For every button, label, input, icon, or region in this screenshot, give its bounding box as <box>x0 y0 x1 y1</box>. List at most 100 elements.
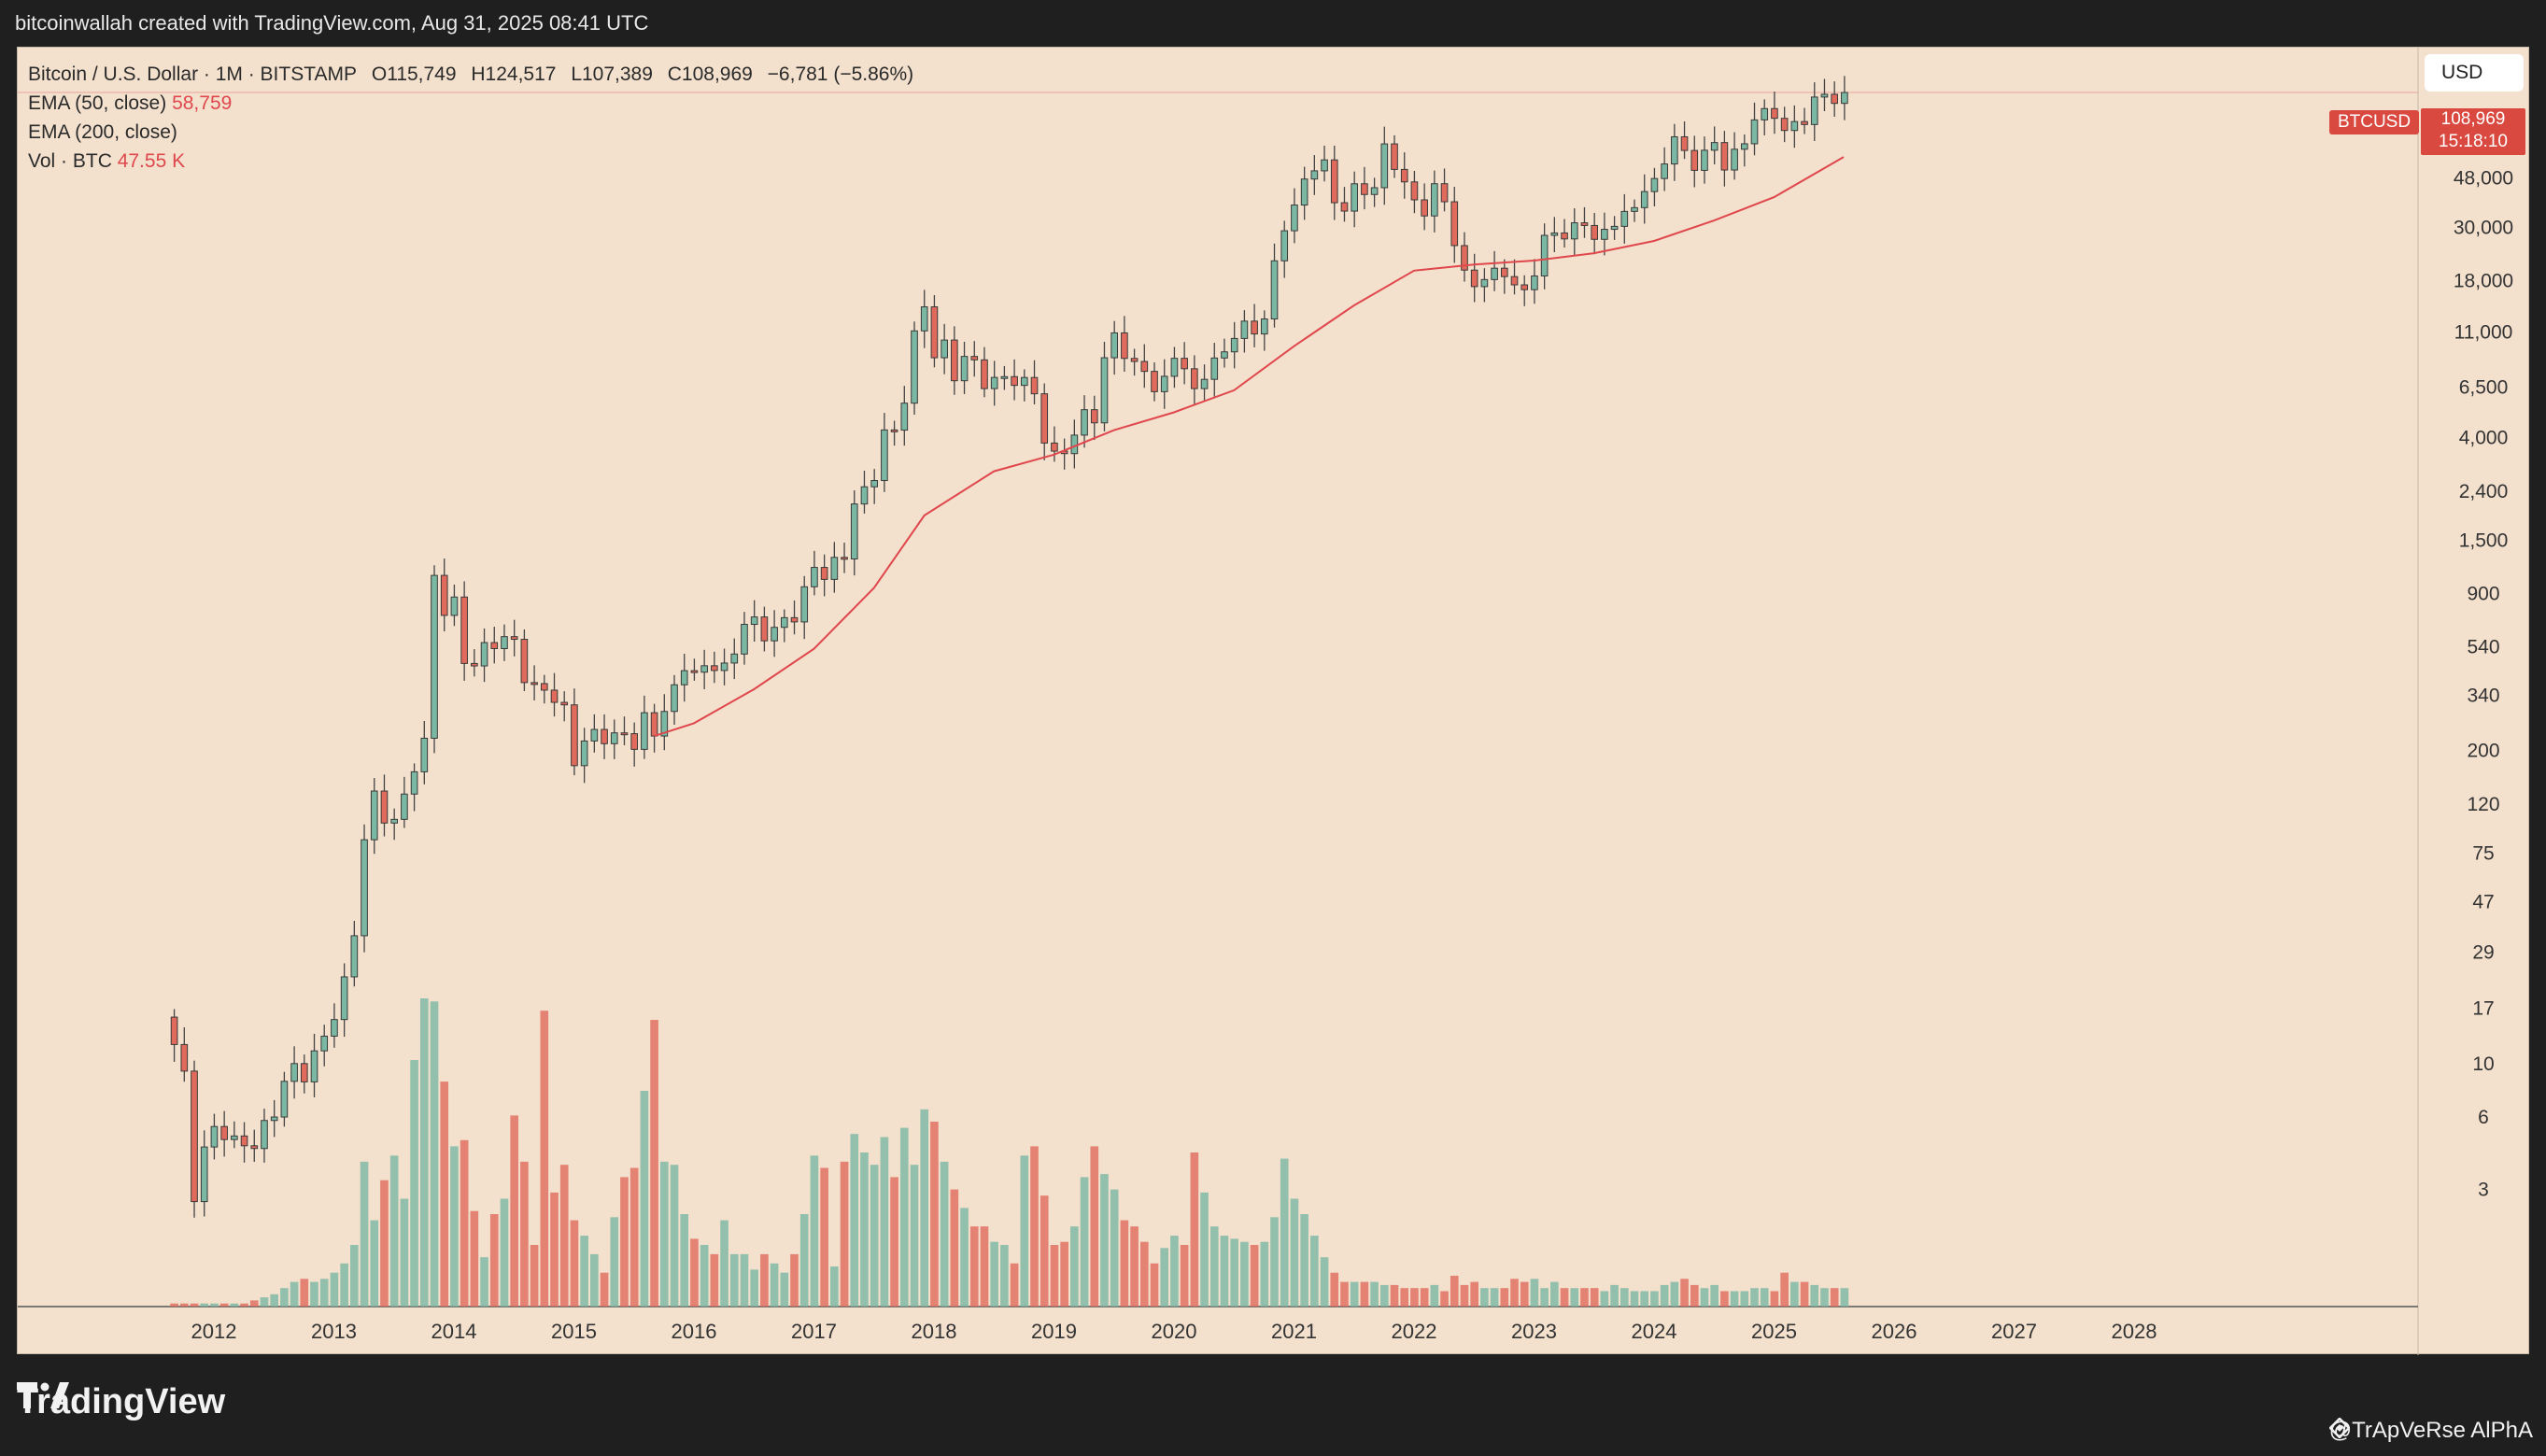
volume-bar-153 <box>1700 1288 1709 1307</box>
volume-bar-31 <box>480 1257 488 1307</box>
volume-bar-37 <box>540 1011 549 1307</box>
candle-body-17 <box>340 976 348 1021</box>
candle-body-94 <box>1110 332 1118 359</box>
volume-bar-60 <box>770 1263 779 1307</box>
volume-bar-150 <box>1670 1281 1679 1307</box>
candle-body-149 <box>1661 163 1668 179</box>
currency-button[interactable]: USD <box>2425 54 2524 92</box>
candle-body-58 <box>750 616 758 626</box>
candle-body-73 <box>900 403 909 431</box>
high-value: H124,517 <box>471 64 557 85</box>
volume-bar-76 <box>930 1122 939 1307</box>
volume-bar-65 <box>820 1167 828 1307</box>
y-tick-label-14: 75 <box>2472 842 2494 864</box>
candle-body-122 <box>1391 143 1398 170</box>
candle-body-32 <box>490 642 499 649</box>
volume-bar-136 <box>1530 1279 1539 1307</box>
volume-bar-48 <box>650 1020 658 1307</box>
candle-body-127 <box>1440 183 1449 203</box>
volume-bar-34 <box>510 1115 518 1307</box>
candle-body-112 <box>1291 205 1298 232</box>
candle-body-114 <box>1310 170 1319 180</box>
volume-bar-157 <box>1740 1291 1749 1307</box>
price-chart[interactable]: 130,00048,00030,00018,00011,0006,5004,00… <box>18 48 2530 1355</box>
volume-bar-36 <box>530 1245 539 1307</box>
volume-bar-98 <box>1150 1263 1159 1307</box>
volume-bar-122 <box>1390 1284 1399 1307</box>
volume-bar-14 <box>310 1281 318 1307</box>
volume-bar-88 <box>1050 1245 1059 1307</box>
x-tick-label-15: 2027 <box>1991 1320 2037 1343</box>
volume-row[interactable]: Vol · BTC 47.55 K <box>28 147 923 176</box>
candle-body-116 <box>1330 159 1338 204</box>
candle-body-148 <box>1650 177 1659 192</box>
x-tick-label-14: 2026 <box>1872 1320 1917 1343</box>
volume-bar-64 <box>810 1155 819 1307</box>
ema50-label: EMA (50, close) <box>28 92 167 114</box>
ema200-row[interactable]: EMA (200, close) <box>28 118 923 147</box>
candle-body-133 <box>1500 267 1508 277</box>
candle-body-101 <box>1181 358 1188 370</box>
candle-body-107 <box>1240 320 1249 339</box>
chart-legend: Bitcoin / U.S. Dollar · 1M · BITSTAMP O1… <box>28 60 923 176</box>
candle-body-130 <box>1470 269 1478 288</box>
volume-bar-67 <box>840 1161 849 1307</box>
candle-body-90 <box>1070 434 1079 455</box>
volume-bar-90 <box>1070 1226 1079 1307</box>
volume-bar-72 <box>890 1177 898 1307</box>
volume-bar-100 <box>1170 1236 1179 1307</box>
candle-body-57 <box>741 624 748 655</box>
candle-body-165 <box>1820 93 1829 98</box>
volume-bar-26 <box>430 1001 439 1307</box>
volume-bar-5 <box>219 1303 229 1307</box>
y-tick-label-1: 48,000 <box>2454 168 2513 190</box>
volume-bar-132 <box>1490 1288 1499 1307</box>
volume-bar-126 <box>1430 1284 1439 1307</box>
volume-bar-166 <box>1830 1288 1839 1307</box>
candle-body-109 <box>1260 318 1268 335</box>
candle-body-14 <box>310 1050 318 1082</box>
author-watermark: @TrApVeRse AlPhA <box>2328 1418 2533 1444</box>
volume-bar-105 <box>1220 1236 1229 1307</box>
candle-body-65 <box>820 567 828 580</box>
symbol-title[interactable]: Bitcoin / U.S. Dollar · 1M · BITSTAMP <box>28 64 358 85</box>
volume-bar-10 <box>270 1293 278 1307</box>
volume-bar-120 <box>1370 1281 1379 1307</box>
candle-body-62 <box>790 616 799 623</box>
volume-bar-147 <box>1640 1291 1649 1307</box>
volume-bar-128 <box>1450 1276 1459 1307</box>
volume-bar-75 <box>920 1109 929 1307</box>
candle-body-38 <box>550 689 559 703</box>
y-tick-label-12: 200 <box>2467 741 2499 762</box>
candle-body-28 <box>450 596 459 616</box>
volume-bar-17 <box>340 1263 348 1307</box>
chart-area[interactable]: 130,00048,00030,00018,00011,0006,5004,00… <box>17 47 2530 1355</box>
y-tick-label-19: 6 <box>2478 1107 2489 1128</box>
x-tick-label-10: 2022 <box>1392 1320 1437 1343</box>
candle-body-45 <box>620 732 629 736</box>
x-tick-label-11: 2023 <box>1511 1320 1557 1343</box>
volume-bar-85 <box>1020 1155 1029 1307</box>
candle-body-6 <box>231 1135 238 1140</box>
volume-bar-24 <box>410 1060 418 1307</box>
volume-bar-12 <box>290 1281 299 1307</box>
volume-bar-163 <box>1800 1281 1809 1307</box>
candle-body-63 <box>800 586 809 623</box>
tradingview-brand[interactable]: TradingView <box>17 1382 225 1422</box>
volume-bar-2 <box>190 1303 199 1307</box>
volume-bar-28 <box>450 1146 459 1307</box>
volume-bar-96 <box>1130 1226 1139 1307</box>
y-tick-label-3: 18,000 <box>2454 270 2513 291</box>
candle-body-157 <box>1740 143 1748 150</box>
candle-body-97 <box>1140 360 1149 373</box>
candle-body-99 <box>1160 375 1168 392</box>
ema50-row[interactable]: EMA (50, close) 58,759 <box>28 89 923 118</box>
candle-body-159 <box>1761 107 1769 120</box>
candle-body-164 <box>1810 96 1818 125</box>
y-tick-label-18: 10 <box>2472 1053 2494 1075</box>
volume-bar-81 <box>980 1226 989 1307</box>
close-value: C108,969 <box>667 64 753 85</box>
candle-body-115 <box>1321 159 1328 172</box>
volume-bar-43 <box>600 1272 609 1307</box>
candle-body-13 <box>300 1063 308 1082</box>
